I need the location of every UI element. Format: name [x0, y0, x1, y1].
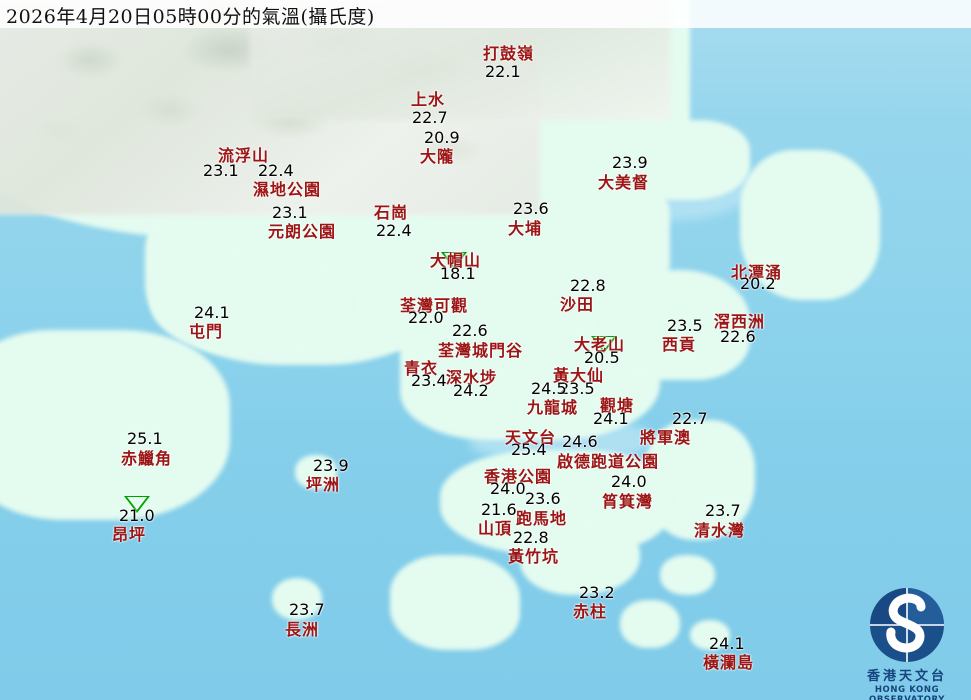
station-name: 西貢 [662, 335, 697, 354]
station-name: 赤鱲角 [121, 449, 173, 468]
land-sai-kung-east-islands [740, 150, 880, 300]
station-temperature-value: 23.9 [313, 456, 349, 475]
observatory-emblem-icon [868, 586, 946, 664]
logo-name-zh: 香港天文台 [866, 669, 947, 684]
land-cheung-chau [272, 578, 322, 620]
station-temperature-value: 22.0 [408, 308, 444, 327]
station-temperature-value: 23.1 [272, 203, 308, 222]
station-temperature-value: 23.6 [525, 489, 561, 508]
station-temperature-value: 25.4 [511, 440, 547, 459]
station-name: 石崗 [374, 203, 409, 222]
station-name: 長洲 [285, 620, 320, 639]
station-temperature-value: 24.2 [453, 381, 489, 400]
station-name: 滘西洲 [714, 312, 766, 331]
station-name: 北潭涌 [731, 263, 783, 282]
station-temperature-value: 23.5 [667, 316, 703, 335]
station-temperature-value: 24.1 [593, 409, 629, 428]
station-name: 黃竹坑 [508, 547, 560, 566]
station-temperature-value: 23.9 [612, 153, 648, 172]
station-temperature-value: 22.4 [376, 221, 412, 240]
station-temperature-value: 20.5 [584, 348, 620, 367]
hko-logo: 香港天文台 HONG KONG OBSERVATORY [848, 586, 966, 700]
station-temperature-value: 22.6 [452, 321, 488, 340]
land-po-toi [620, 600, 680, 648]
station-temperature-value: 23.5 [559, 379, 595, 398]
station-temperature-value: 23.2 [579, 583, 615, 602]
station-name: 昂坪 [112, 525, 147, 544]
station-name: 荃灣城門谷 [438, 341, 524, 360]
land-plover-cove [620, 120, 750, 200]
page-title: 2026年4月20日05時00分的氣溫(攝氏度) [6, 6, 375, 28]
station-name: 大美督 [598, 173, 650, 192]
land-lamma-island [390, 555, 520, 650]
station-name: 屯門 [189, 322, 224, 341]
station-name: 天文台 [505, 428, 557, 447]
land-tung-lung-chau [660, 555, 715, 595]
station-temperature-value: 21.0 [119, 506, 155, 525]
station-marker-triangle [124, 496, 150, 513]
land-peng-chau [295, 455, 337, 489]
land-tuen-mun [150, 250, 350, 355]
station-name: 沙田 [560, 295, 595, 314]
station-name: 山頂 [478, 519, 513, 538]
station-temperature-value: 24.0 [490, 479, 526, 498]
station-temperature-value: 24.6 [562, 432, 598, 451]
station-temperature-value: 24.0 [611, 472, 647, 491]
station-name: 跑馬地 [516, 509, 568, 528]
station-temperature-value: 22.1 [485, 62, 521, 81]
station-temperature-value: 25.1 [127, 429, 163, 448]
station-temperature-value: 22.4 [258, 161, 294, 180]
station-temperature-value: 24.1 [194, 303, 230, 322]
station-name: 大埔 [508, 219, 543, 238]
station-temperature-value: 22.7 [672, 409, 708, 428]
station-name: 橫瀾島 [703, 653, 755, 672]
station-name: 清水灣 [694, 521, 746, 540]
station-name: 元朗公園 [268, 222, 337, 241]
station-temperature-value: 24.5 [531, 379, 567, 398]
station-name: 濕地公園 [253, 180, 322, 199]
station-temperature-value: 22.8 [570, 276, 606, 295]
station-temperature-value: 23.4 [411, 371, 447, 390]
station-temperature-value: 23.7 [705, 501, 741, 520]
station-marker-triangle [441, 252, 467, 269]
station-name: 九龍城 [527, 398, 579, 417]
station-temperature-value: 24.1 [709, 634, 745, 653]
station-name: 打鼓嶺 [483, 44, 535, 63]
station-name: 啟德跑道公園 [557, 452, 660, 471]
station-name: 流浮山 [218, 146, 270, 165]
station-name: 香港公園 [484, 467, 553, 486]
station-temperature-value: 22.7 [412, 108, 448, 127]
station-name: 筲箕灣 [602, 492, 654, 511]
station-name: 大老山 [574, 335, 626, 354]
station-name: 上水 [411, 90, 446, 109]
station-name: 荃灣可觀 [400, 296, 469, 315]
station-name: 觀塘 [600, 396, 635, 415]
land-hk-island-south [520, 520, 640, 595]
station-temperature-value: 22.6 [720, 327, 756, 346]
logo-name-en: HONG KONG OBSERVATORY [869, 685, 945, 700]
station-name: 赤柱 [573, 602, 608, 621]
station-temperature-value: 20.9 [424, 128, 460, 147]
land-chek-lap-kok [60, 420, 190, 475]
land-waglan-island [690, 620, 730, 650]
station-name: 將軍澳 [640, 428, 692, 447]
station-name: 坪洲 [306, 475, 341, 494]
station-temperature-value: 20.2 [740, 274, 776, 293]
station-name: 大隴 [420, 147, 455, 166]
station-temperature-value: 22.8 [513, 528, 549, 547]
station-temperature-value: 23.1 [203, 161, 239, 180]
station-name: 深水埗 [446, 368, 498, 387]
station-name: 大帽山 [430, 251, 482, 270]
title-bar: 2026年4月20日05時00分的氣溫(攝氏度) [0, 0, 971, 28]
station-temperature-value: 23.6 [513, 199, 549, 218]
station-temperature-value: 21.6 [481, 500, 517, 519]
land-sai-kung-peninsula [600, 270, 750, 380]
station-name: 青衣 [404, 359, 439, 378]
station-temperature-value: 18.1 [440, 264, 476, 283]
station-marker-triangle [591, 336, 617, 353]
station-temperature-value: 23.7 [289, 600, 325, 619]
station-name: 黃大仙 [553, 366, 605, 385]
